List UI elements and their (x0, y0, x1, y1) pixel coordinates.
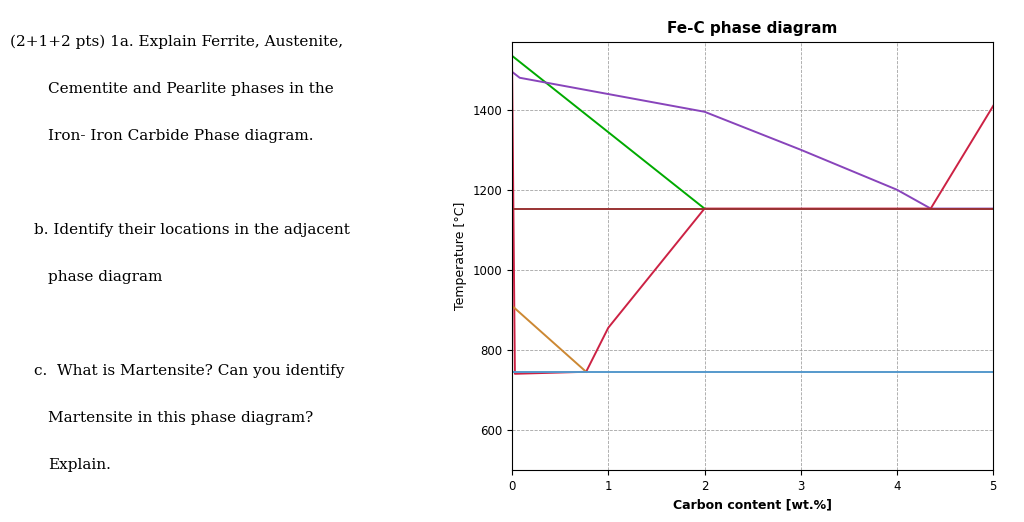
Text: Iron- Iron Carbide Phase diagram.: Iron- Iron Carbide Phase diagram. (48, 129, 313, 143)
Text: phase diagram: phase diagram (48, 270, 163, 283)
Text: Cementite and Pearlite phases in the: Cementite and Pearlite phases in the (48, 82, 334, 96)
Text: Explain.: Explain. (48, 458, 111, 471)
X-axis label: Carbon content [wt.%]: Carbon content [wt.%] (673, 498, 833, 511)
Y-axis label: Temperature [°C]: Temperature [°C] (454, 201, 467, 310)
Title: Fe-C phase diagram: Fe-C phase diagram (668, 21, 838, 37)
Text: (2+1+2 pts) 1a. Explain Ferrite, Austenite,: (2+1+2 pts) 1a. Explain Ferrite, Austeni… (9, 34, 343, 49)
Text: c.  What is Martensite? Can you identify: c. What is Martensite? Can you identify (34, 364, 344, 377)
Text: Martensite in this phase diagram?: Martensite in this phase diagram? (48, 411, 313, 424)
Text: b. Identify their locations in the adjacent: b. Identify their locations in the adjac… (34, 223, 349, 236)
